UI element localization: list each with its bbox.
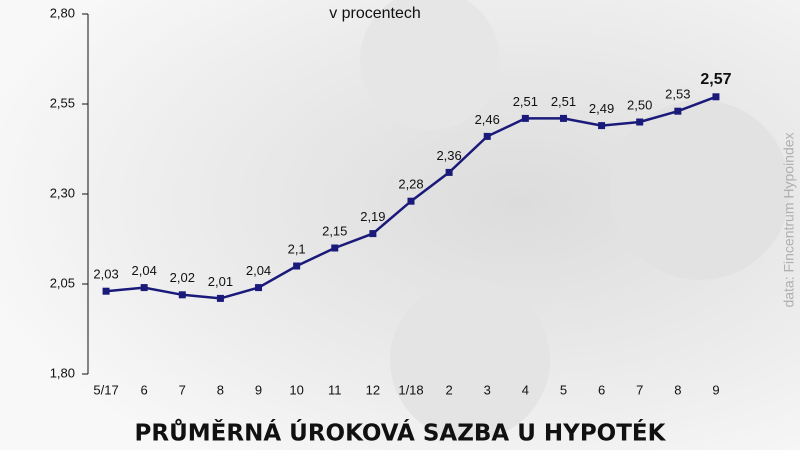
marker xyxy=(255,284,263,292)
source-note: data: Fincentrum Hypoindex xyxy=(781,132,797,307)
y-tick-label: 2,80 xyxy=(50,5,75,20)
value-label: 2,49 xyxy=(589,101,614,116)
coin-decor xyxy=(610,100,790,280)
y-tick-label: 2,05 xyxy=(50,275,75,290)
value-label: 2,51 xyxy=(551,94,576,109)
value-label: 2,02 xyxy=(170,270,195,285)
value-label: 2,36 xyxy=(436,148,461,163)
x-tick-label: 12 xyxy=(366,382,380,397)
marker xyxy=(712,93,720,101)
chart-subtitle: v procentech xyxy=(329,5,421,22)
x-tick-label: 6 xyxy=(598,382,605,397)
marker xyxy=(521,114,529,122)
value-label: 2,51 xyxy=(513,94,538,109)
value-label: 2,1 xyxy=(288,241,306,256)
value-label: 2,46 xyxy=(475,112,500,127)
x-tick-label: 6 xyxy=(141,382,148,397)
x-tick-label: 11 xyxy=(328,382,342,397)
marker xyxy=(102,287,110,295)
y-tick-label: 1,80 xyxy=(50,365,75,380)
value-label: 2,50 xyxy=(627,97,652,112)
value-label: 2,01 xyxy=(208,274,233,289)
x-tick-label: 9 xyxy=(712,382,719,397)
x-tick-label: 7 xyxy=(636,382,643,397)
x-tick-label: 8 xyxy=(217,382,224,397)
marker xyxy=(178,291,186,299)
x-tick-label: 2 xyxy=(446,382,453,397)
marker xyxy=(483,132,491,140)
coin-decor xyxy=(390,280,550,440)
marker xyxy=(674,107,682,115)
value-label: 2,57 xyxy=(700,71,731,88)
value-label: 2,53 xyxy=(665,87,690,102)
x-tick-label: 5 xyxy=(560,382,567,397)
chart-title: PRŮMĚRNÁ ÚROKOVÁ SAZBA U HYPOTÉK xyxy=(135,419,667,447)
marker xyxy=(293,262,301,270)
x-tick-label: 4 xyxy=(522,382,529,397)
marker xyxy=(331,244,339,252)
x-tick-label: 1/18 xyxy=(398,382,423,397)
value-label: 2,04 xyxy=(132,263,157,278)
marker xyxy=(445,168,453,176)
marker xyxy=(140,284,148,292)
marker xyxy=(216,294,224,302)
x-tick-label: 9 xyxy=(255,382,262,397)
x-tick-label: 8 xyxy=(674,382,681,397)
marker xyxy=(598,122,606,130)
x-tick-label: 7 xyxy=(179,382,186,397)
x-tick-label: 5/17 xyxy=(93,382,118,397)
y-tick-label: 2,30 xyxy=(50,185,75,200)
value-label: 2,03 xyxy=(93,267,118,282)
x-tick-label: 10 xyxy=(289,382,303,397)
marker xyxy=(559,114,567,122)
marker xyxy=(407,197,415,205)
y-tick-label: 2,55 xyxy=(50,95,75,110)
x-tick-label: 3 xyxy=(484,382,491,397)
value-label: 2,28 xyxy=(398,177,423,192)
value-label: 2,04 xyxy=(246,263,271,278)
value-label: 2,15 xyxy=(322,223,347,238)
marker xyxy=(636,118,644,126)
marker xyxy=(369,230,377,238)
value-label: 2,19 xyxy=(360,209,385,224)
coin-decor xyxy=(360,0,500,130)
